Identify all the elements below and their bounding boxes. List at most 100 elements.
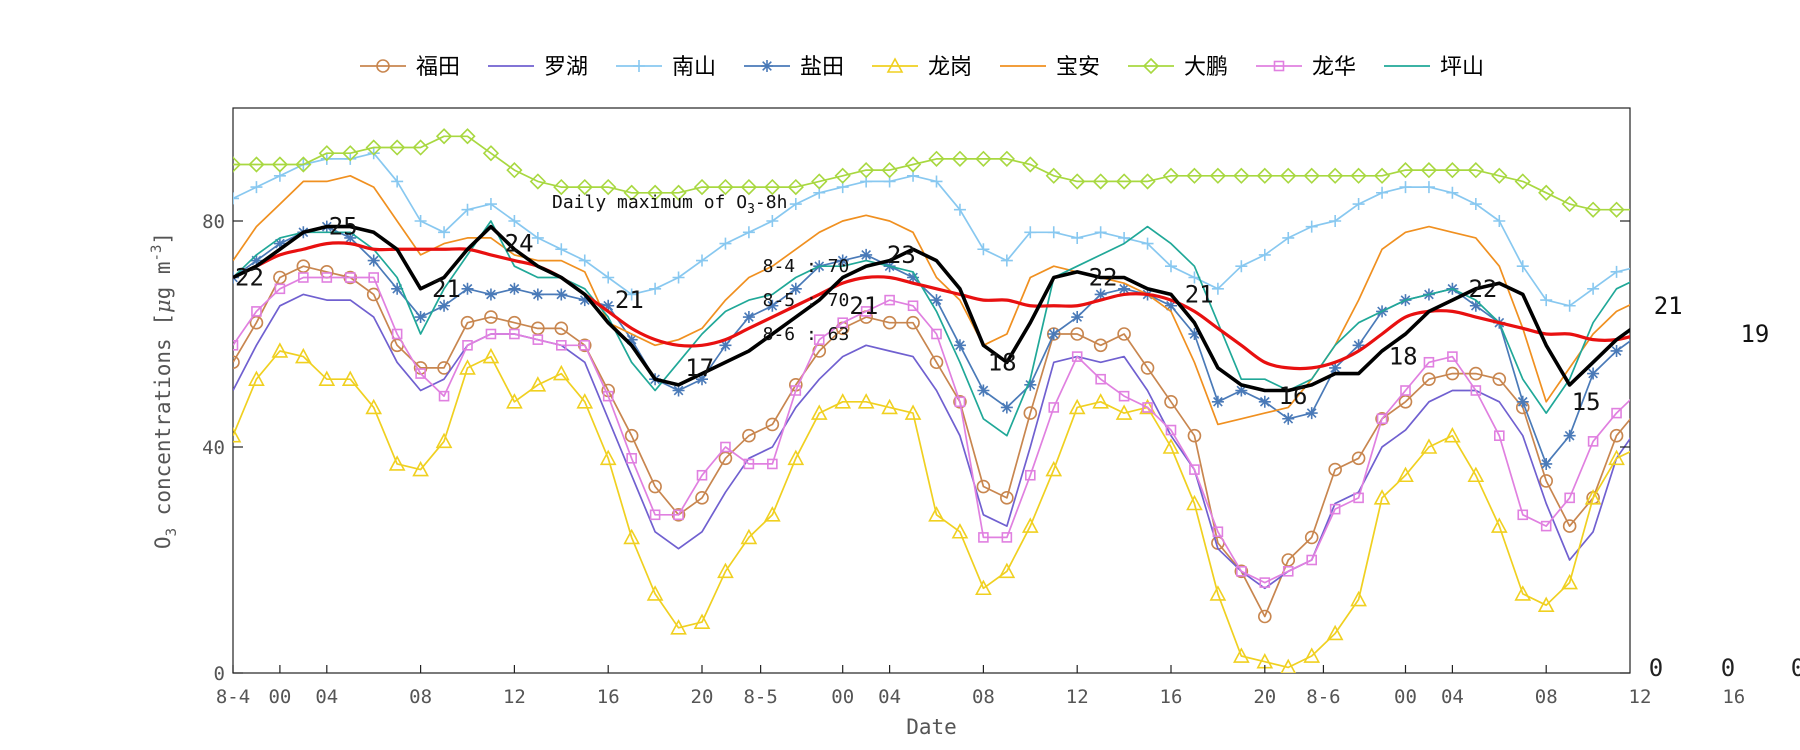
data-point	[1753, 465, 1762, 474]
data-point	[1681, 272, 1693, 284]
data-point	[1022, 156, 1039, 173]
data-point	[1187, 428, 1202, 443]
legend-item-坪山: 坪山	[1384, 55, 1484, 80]
data-point	[1093, 338, 1108, 353]
data-point	[624, 428, 639, 443]
x-tick-label: 8-4	[216, 686, 250, 708]
data-point	[1727, 547, 1741, 560]
data-point	[1186, 494, 1203, 511]
data-point	[1142, 402, 1153, 413]
data-point	[1352, 339, 1365, 352]
right-edge-label: 0	[1721, 654, 1735, 682]
x-tick-label: 00	[1394, 686, 1417, 708]
data-point	[1561, 195, 1578, 213]
plot-frame	[232, 107, 1631, 674]
data-label: 17	[685, 354, 714, 382]
data-point	[1306, 554, 1317, 566]
data-point	[1774, 643, 1788, 656]
data-point	[1492, 372, 1507, 387]
data-point	[693, 178, 711, 196]
legend-item-宝安: 宝安	[1000, 55, 1100, 80]
right-edge-label: 0	[1649, 654, 1663, 682]
data-point	[695, 491, 709, 505]
data-point	[248, 370, 265, 386]
data-point	[249, 315, 264, 330]
data-point	[531, 231, 544, 244]
data-point	[954, 396, 966, 408]
data-point	[1118, 231, 1131, 244]
data-point	[625, 333, 638, 346]
legend-item-龙岗: 龙岗	[872, 55, 972, 80]
data-point	[1540, 294, 1553, 307]
data-point	[1141, 237, 1154, 250]
data-point	[719, 339, 732, 352]
data-point	[837, 317, 849, 329]
data-point	[1164, 394, 1178, 409]
data-point	[1633, 203, 1647, 217]
data-point	[1021, 517, 1039, 533]
data-point	[1165, 299, 1177, 312]
data-point	[1706, 431, 1715, 440]
data-point	[951, 150, 969, 167]
data-point	[1537, 596, 1555, 612]
data-point	[623, 528, 640, 545]
legend-label: 大鹏	[1184, 55, 1228, 80]
data-point	[1750, 214, 1764, 228]
data-point	[1444, 162, 1461, 179]
data-point	[1305, 220, 1318, 233]
data-point	[1023, 406, 1038, 420]
data-point	[485, 328, 497, 340]
series-坪山	[233, 220, 1630, 437]
legend-marker	[376, 59, 390, 73]
data-point	[1024, 378, 1037, 391]
data-point	[882, 315, 897, 330]
data-point	[344, 152, 357, 165]
data-point	[1609, 428, 1624, 443]
data-point	[904, 404, 922, 420]
data-point	[904, 156, 922, 173]
data-point	[953, 339, 966, 352]
data-point	[1068, 398, 1086, 415]
data-point	[646, 585, 664, 601]
data-point	[341, 370, 359, 386]
data-point	[1211, 282, 1224, 295]
data-point	[391, 328, 403, 340]
data-point	[1373, 167, 1391, 184]
legend-item-盐田: 盐田	[744, 55, 844, 80]
data-point	[552, 364, 570, 381]
data-point	[1211, 395, 1224, 408]
data-point	[295, 347, 312, 364]
data-point	[414, 311, 427, 324]
data-point	[295, 156, 312, 173]
data-point	[860, 306, 872, 317]
x-tick-label: 00	[831, 686, 854, 708]
data-point	[1750, 610, 1764, 623]
x-tick-label: 8-5	[743, 686, 777, 708]
data-point	[388, 455, 406, 471]
data-point	[412, 460, 429, 477]
data-point	[720, 441, 731, 453]
x-tick-label: 12	[503, 686, 526, 708]
data-point	[881, 162, 898, 179]
data-point	[673, 509, 684, 521]
data-point	[1751, 373, 1763, 385]
legend-label: 宝安	[1056, 55, 1100, 80]
data-point	[767, 458, 778, 470]
data-point	[907, 300, 919, 312]
data-point	[602, 299, 615, 312]
data-point	[1234, 564, 1249, 579]
data-point	[766, 215, 779, 227]
data-point	[1282, 565, 1294, 577]
y-tick-label: 0	[214, 663, 225, 685]
data-point	[975, 150, 992, 167]
data-point	[1376, 413, 1388, 425]
data-point	[1118, 390, 1130, 402]
data-point	[576, 178, 593, 196]
data-point	[1633, 440, 1647, 453]
legend-item-福田: 福田	[360, 55, 460, 80]
series-大鹏	[233, 128, 1764, 228]
data-point	[1446, 186, 1459, 199]
data-point	[693, 613, 711, 629]
data-point	[435, 432, 453, 449]
